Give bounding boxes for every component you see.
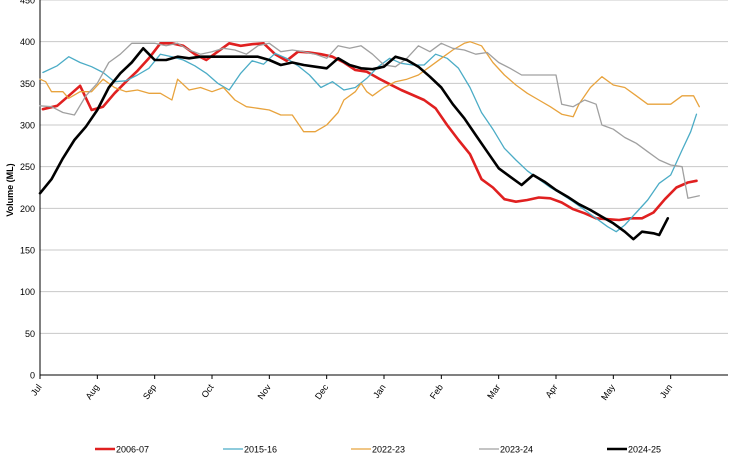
y-tick-label: 50 bbox=[25, 329, 35, 339]
x-tick-label: Oct bbox=[199, 382, 216, 400]
x-tick-label: Jan bbox=[371, 382, 388, 400]
series-line-2022-23 bbox=[39, 41, 700, 133]
y-tick-label: 300 bbox=[20, 121, 35, 131]
y-tick-label: 450 bbox=[20, 0, 35, 6]
y-tick-label: 250 bbox=[20, 162, 35, 172]
x-tick-label: Mar bbox=[485, 382, 502, 400]
axes: 0 50 100 150 200 250 300 350 400 450 Jul Aug Sep Oct N… bbox=[5, 0, 728, 402]
legend-label: 2015-16 bbox=[244, 445, 277, 455]
x-tick-label: Feb bbox=[428, 382, 445, 400]
legend-label: 2006-07 bbox=[116, 445, 149, 455]
x-tick-label: May bbox=[599, 382, 617, 402]
x-tick-label: Aug bbox=[84, 382, 101, 401]
y-tick-label: 400 bbox=[20, 37, 35, 47]
series-lines bbox=[38, 41, 700, 241]
y-tick-label: 150 bbox=[20, 246, 35, 256]
gridlines bbox=[40, 0, 728, 334]
series-line-2024-25 bbox=[38, 46, 670, 241]
series-line-2006-07 bbox=[41, 41, 698, 222]
x-tick-label: Jul bbox=[29, 382, 44, 397]
y-tick-label: 0 bbox=[30, 371, 35, 381]
legend-label: 2023-24 bbox=[500, 445, 533, 455]
y-tick-label: 200 bbox=[20, 204, 35, 214]
legend: 2006-07 2015-16 2022-23 2023-24 2024-25 bbox=[95, 445, 661, 455]
legend-label: 2022-23 bbox=[372, 445, 405, 455]
x-tick-label: Sep bbox=[141, 382, 158, 401]
series-line-2023-24 bbox=[39, 42, 700, 199]
x-tick-label: Nov bbox=[256, 382, 274, 401]
y-tick-label: 100 bbox=[20, 287, 35, 297]
x-tick-label: Jun bbox=[658, 382, 675, 400]
y-tick-label: 350 bbox=[20, 79, 35, 89]
legend-label: 2024-25 bbox=[628, 445, 661, 455]
x-tick-label: Dec bbox=[313, 382, 331, 401]
y-axis-title: Volume (ML) bbox=[5, 163, 15, 216]
x-tick-label: Apr bbox=[543, 382, 559, 399]
